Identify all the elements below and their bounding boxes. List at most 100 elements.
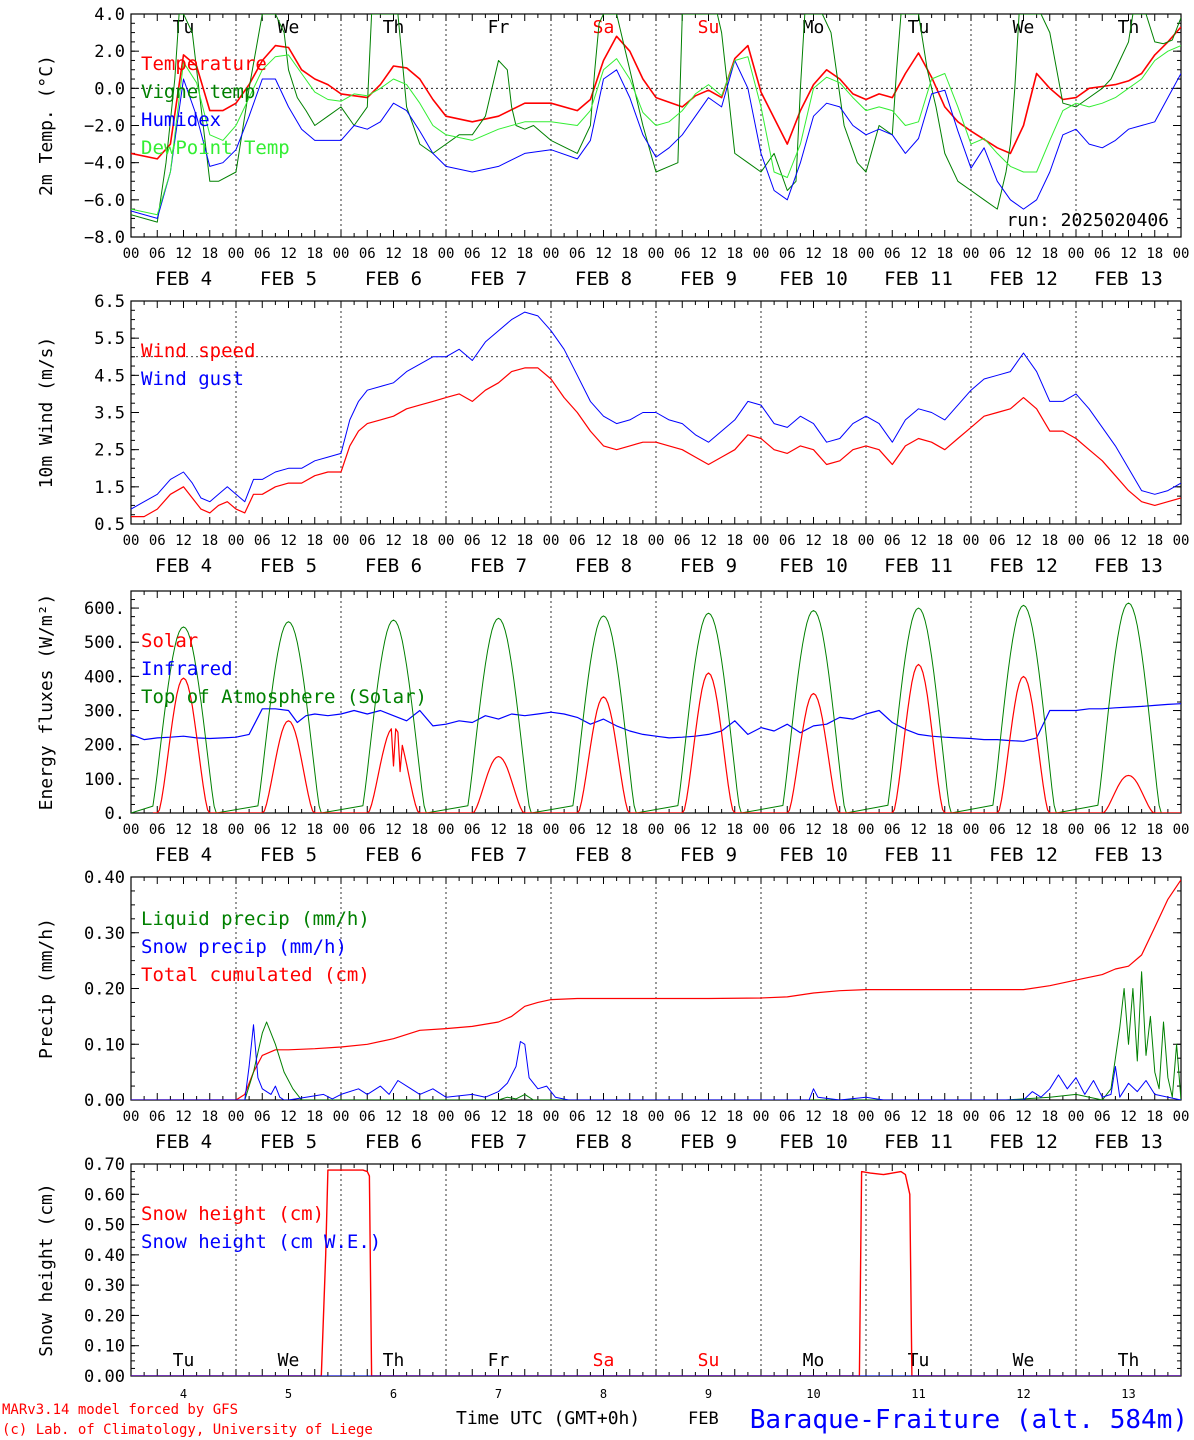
y-tick-label: 0.60: [84, 1185, 125, 1205]
day-label: FEB 10: [779, 844, 848, 866]
legend-entry: Temperature: [141, 53, 267, 75]
hour-tick-label: 18: [621, 1109, 638, 1125]
hour-tick-label: 12: [280, 533, 297, 549]
day-number: 11: [911, 1387, 925, 1401]
y-tick-label: 0.20: [84, 980, 125, 1000]
hour-tick-label: 00: [963, 246, 980, 262]
hour-tick-label: 12: [1120, 533, 1137, 549]
weekday-label: Tu: [173, 1350, 195, 1371]
day-label: FEB 13: [1094, 268, 1163, 290]
hour-tick-label: 18: [306, 533, 323, 549]
day-label: FEB 6: [365, 1131, 422, 1153]
hour-tick-label: 06: [884, 1109, 901, 1125]
hour-tick-label: 06: [254, 1109, 271, 1125]
day-label: FEB 12: [989, 268, 1058, 290]
weekday-label: Th: [1118, 1350, 1140, 1371]
hour-tick-label: 06: [149, 533, 166, 549]
y-tick-label: 0.0: [94, 79, 125, 99]
hour-tick-label: 00: [963, 533, 980, 549]
hour-tick-label: 06: [779, 246, 796, 262]
series-solar: [152, 663, 1181, 813]
hour-tick-label: 00: [1068, 1109, 1085, 1125]
hour-tick-label: 06: [674, 1109, 691, 1125]
y-tick-label: 300.: [84, 702, 125, 722]
hour-tick-label: 18: [1041, 822, 1058, 838]
hour-tick-label: 12: [1015, 1109, 1032, 1125]
y-tick-label: 0.70: [84, 1155, 125, 1175]
series-wind-gust: [131, 311, 1181, 510]
hour-tick-label: 12: [175, 533, 192, 549]
hour-tick-label: 00: [123, 1109, 140, 1125]
y-axis-label: 10m Wind (m/s): [36, 337, 57, 489]
day-label: FEB 7: [470, 268, 527, 290]
panel-5: 0.70 0.60 0.50 0.40 0.30 0.20 0.10 0.00 Snow hei…: [36, 1155, 1182, 1401]
hour-tick-label: 06: [359, 1109, 376, 1125]
weekday-label: Fr: [488, 1350, 510, 1371]
y-tick-label: 0.30: [84, 1276, 125, 1296]
hour-tick-label: 18: [411, 1109, 428, 1125]
hour-tick-label: 00: [648, 1109, 665, 1125]
hour-tick-label: 06: [569, 822, 586, 838]
y-tick-label: 4.5: [94, 366, 125, 386]
hour-tick-label: 06: [149, 246, 166, 262]
hour-tick-label: 12: [805, 1109, 822, 1125]
day-number: 9: [705, 1387, 712, 1401]
hour-tick-label: 18: [726, 533, 743, 549]
hour-tick-label: 00: [1173, 1109, 1190, 1125]
hour-tick-label: 18: [306, 822, 323, 838]
day-label: FEB 11: [884, 1131, 953, 1153]
hour-tick-label: 12: [700, 246, 717, 262]
y-tick-label: 500.: [84, 633, 125, 653]
hour-tick-label: 18: [201, 533, 218, 549]
y-tick-label: 0.: [105, 804, 125, 824]
weekday-label: Su: [698, 17, 720, 38]
weekday-label: Tu: [908, 1350, 930, 1371]
hour-tick-label: 12: [805, 246, 822, 262]
legend-entry: Liquid precip (mm/h): [141, 908, 370, 930]
y-tick-label: 0.20: [84, 1306, 125, 1326]
hour-tick-label: 00: [123, 246, 140, 262]
day-label: FEB 6: [365, 844, 422, 866]
hour-tick-label: 06: [359, 246, 376, 262]
hour-tick-label: 06: [884, 533, 901, 549]
hour-tick-label: 06: [1094, 1109, 1111, 1125]
hour-tick-label: 00: [438, 822, 455, 838]
hour-tick-label: 00: [333, 1109, 350, 1125]
hour-tick-label: 00: [1173, 246, 1190, 262]
legend-entry: Snow precip (mm/h): [141, 936, 347, 958]
weekday-label: Th: [383, 1350, 405, 1371]
day-label: FEB 7: [470, 555, 527, 577]
weekday-label: We: [278, 1350, 300, 1371]
hour-tick-label: 18: [1146, 1109, 1163, 1125]
day-label: FEB 9: [680, 1131, 737, 1153]
day-label: FEB 4: [155, 555, 212, 577]
weekday-label: Tu: [173, 17, 195, 38]
series-infrared: [131, 703, 1181, 742]
day-label: FEB 11: [884, 844, 953, 866]
series-temperature: [131, 26, 1181, 160]
hour-tick-label: 18: [726, 246, 743, 262]
legend-entry: Solar: [141, 630, 198, 652]
day-label: FEB 12: [989, 1131, 1058, 1153]
series-total-cumulated-cm: [131, 879, 1181, 1100]
hour-tick-label: 00: [438, 1109, 455, 1125]
hour-tick-label: 06: [464, 822, 481, 838]
hour-tick-label: 06: [1094, 246, 1111, 262]
weekday-label: We: [1013, 1350, 1035, 1371]
day-label: FEB 10: [779, 555, 848, 577]
hour-tick-label: 00: [543, 246, 560, 262]
y-tick-label: 0.40: [84, 868, 125, 888]
hour-tick-label: 12: [490, 822, 507, 838]
hour-tick-label: 18: [726, 1109, 743, 1125]
weekday-label: Su: [698, 1350, 720, 1371]
hour-tick-label: 12: [910, 1109, 927, 1125]
hour-tick-label: 06: [1094, 533, 1111, 549]
weekday-label: Th: [1118, 17, 1140, 38]
series-vigne-temp: [131, 14, 1181, 223]
legend-entry: Wind gust: [141, 368, 244, 390]
y-tick-label: 0.30: [84, 924, 125, 944]
hour-tick-label: 12: [385, 822, 402, 838]
hour-tick-label: 18: [1041, 246, 1058, 262]
hour-tick-label: 12: [595, 822, 612, 838]
hour-tick-label: 18: [516, 533, 533, 549]
